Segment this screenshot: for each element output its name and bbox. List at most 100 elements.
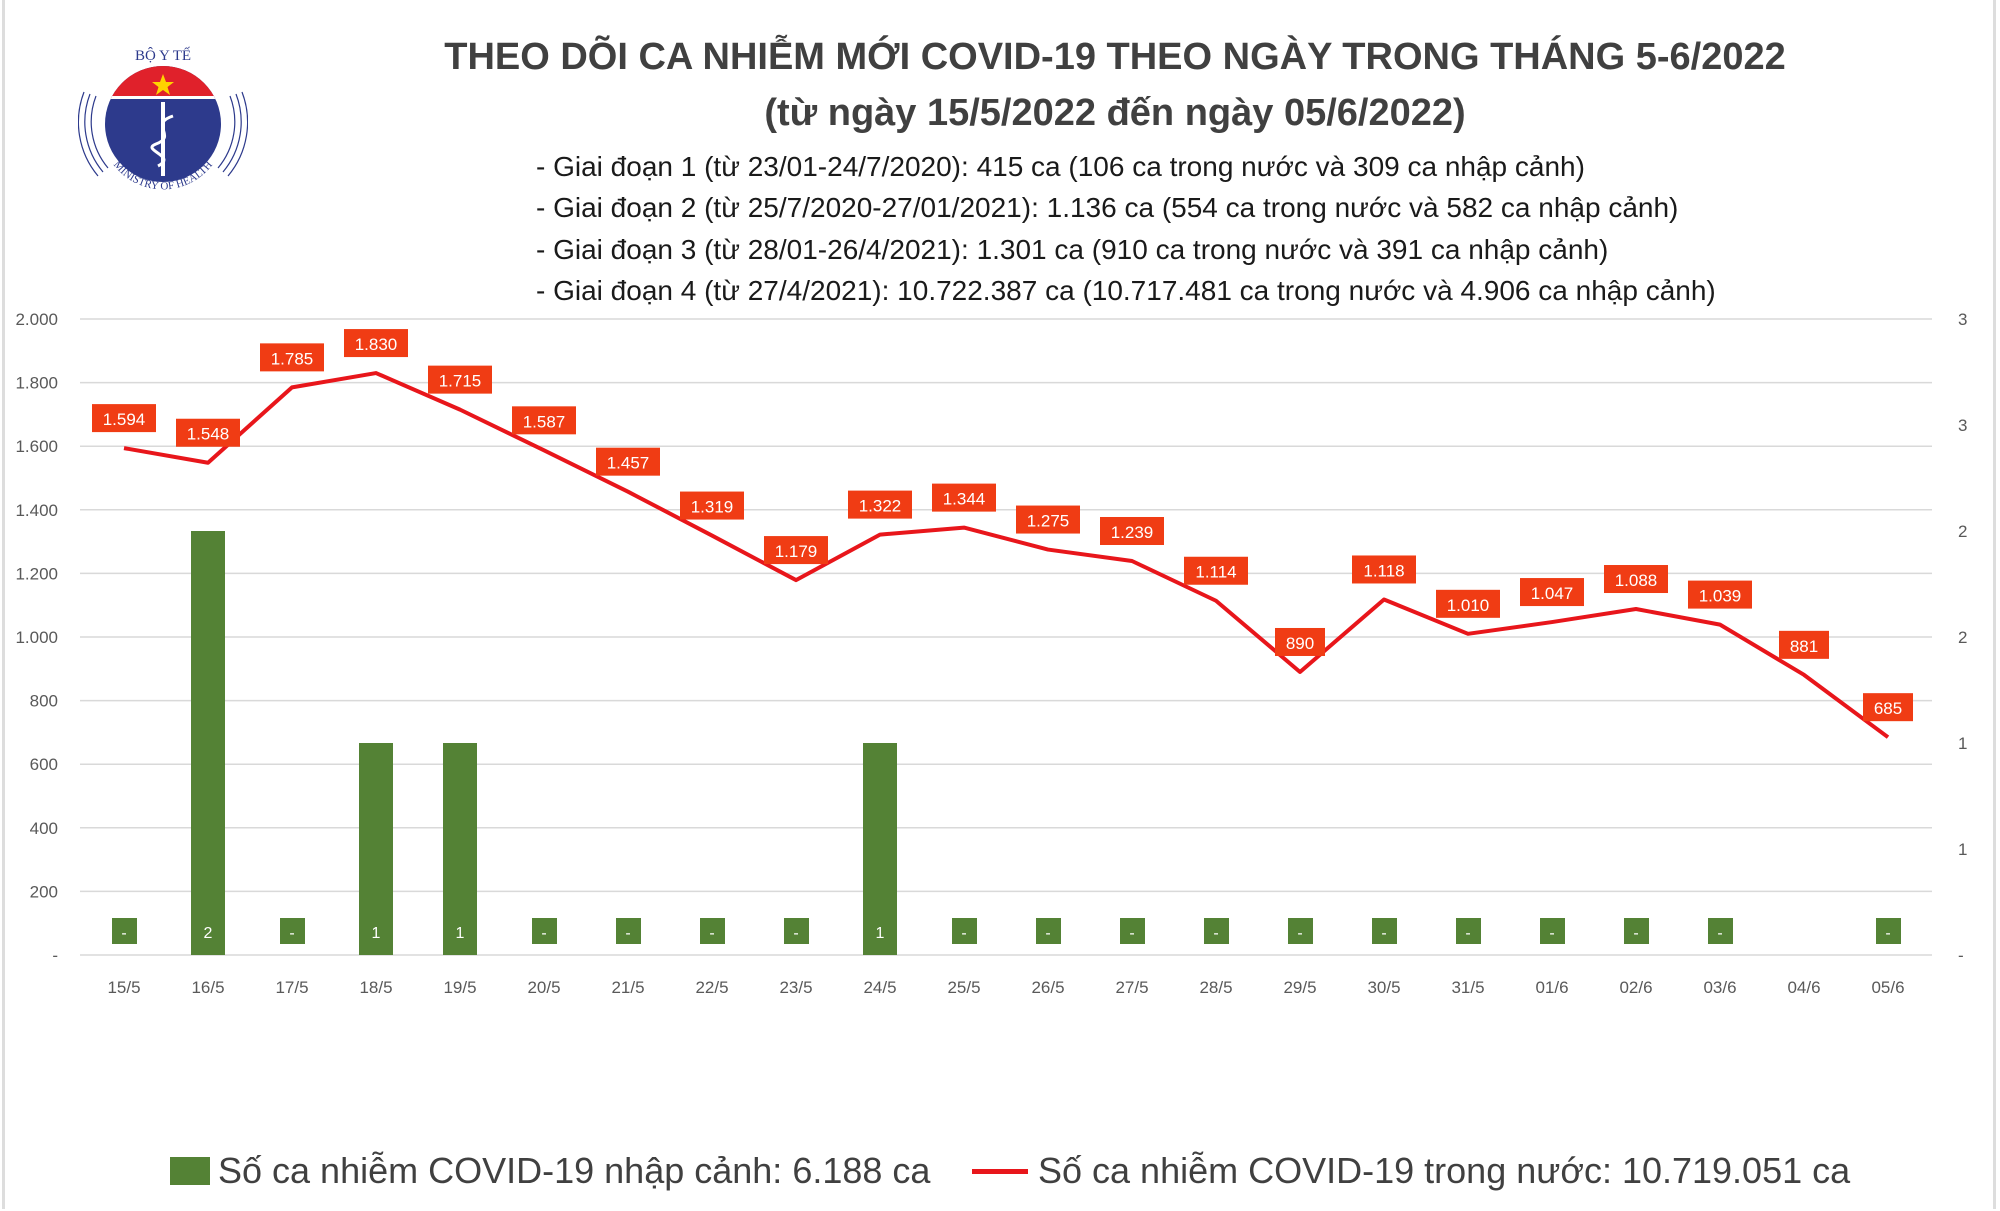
svg-text:BỘ Y TẾ: BỘ Y TẾ [135,47,191,64]
bar-data-label: - [1465,925,1470,942]
y-right-tick-label: 3 [1958,310,1967,329]
x-tick-label: 27/5 [1115,978,1148,997]
x-tick-label: 28/5 [1199,978,1232,997]
y-left-tick-label: 1.800 [15,374,58,393]
x-tick-label: 30/5 [1367,978,1400,997]
bar-label-box [784,918,809,944]
legend-line-swatch [972,1168,1028,1174]
bar-data-label: - [1717,925,1722,942]
y-right-tick-label: 1 [1958,840,1967,859]
bar-label-box [1120,918,1145,944]
bar-label-box [616,918,641,944]
line-label-box [428,365,492,394]
line-data-label: 1.047 [1531,584,1574,603]
y-right-tick-label: 1 [1958,734,1967,753]
y-left-tick-label: 1.200 [15,564,58,583]
x-tick-label: 24/5 [863,978,896,997]
stage-3-summary: - Giai đoạn 3 (từ 28/01-26/4/2021): 1.30… [536,234,1609,265]
line-data-label: 1.587 [523,412,566,431]
line-label-box [1436,589,1500,618]
legend-label-domestic: Số ca nhiễm COVID-19 trong nước: 10.719.… [1038,1150,1851,1191]
bar-label-box [1288,918,1313,944]
line-label-box [1779,630,1829,659]
x-tick-label: 25/5 [947,978,980,997]
line-data-label: 1.344 [943,490,986,509]
bar [359,743,393,955]
y-left-tick-label: - [52,946,58,965]
bar-data-label: 1 [876,925,885,942]
bar-label-box [1540,918,1565,944]
line-label-box [92,404,156,433]
x-tick-label: 22/5 [695,978,728,997]
legend-item-domestic: Số ca nhiễm COVID-19 trong nước: 10.719.… [972,1150,1850,1192]
line-label-box [1863,693,1913,722]
line-data-label: 1.118 [1363,561,1404,580]
chart-title: THEO DÕI CA NHIỄM MỚI COVID-19 THEO NGÀY… [444,36,1786,78]
y-left-tick-label: 200 [30,882,58,901]
y-left-tick-label: 1.000 [15,628,58,647]
y-left-tick-label: 400 [30,819,58,838]
x-tick-label: 20/5 [527,978,560,997]
line-data-label: 1.457 [607,454,650,473]
line-data-label: 1.319 [691,498,734,517]
line-label-box [1352,555,1416,584]
x-tick-label: 29/5 [1283,978,1316,997]
x-tick-label: 17/5 [275,978,308,997]
line-data-label: 890 [1286,634,1314,653]
line-data-label: 685 [1874,699,1902,718]
y-left-tick-label: 1.600 [15,437,58,456]
bar-label-box [280,918,305,944]
line-label-box [1184,556,1248,585]
bar [443,743,477,955]
line-label-box [1275,627,1325,656]
line-label-box [932,483,996,512]
x-tick-label: 15/5 [107,978,140,997]
bar-data-label: - [625,925,630,942]
bar-data-label: - [121,925,126,942]
x-tick-label: 23/5 [779,978,812,997]
stage-1-summary: - Giai đoạn 1 (từ 23/01-24/7/2020): 415 … [536,151,1585,182]
bar-label-box [700,918,725,944]
line-label-box [1016,505,1080,534]
line-data-label: 1.785 [271,349,314,368]
line-label-box [596,447,660,476]
y-left-tick-label: 2.000 [15,310,58,329]
bar-data-label: - [1213,925,1218,942]
x-tick-label: 18/5 [359,978,392,997]
bar-data-label: 2 [204,925,213,942]
legend-label-imported: Số ca nhiễm COVID-19 nhập cảnh: 6.188 ca [218,1150,931,1191]
x-tick-label: 04/6 [1787,978,1820,997]
bar-data-label: 1 [372,925,381,942]
bar [191,531,225,955]
bar-data-label: - [1045,925,1050,942]
y-right-tick-label: 3 [1958,416,1967,435]
line-data-label: 1.548 [187,425,230,444]
bar-label-box [112,918,137,944]
y-right-tick-label: 2 [1958,522,1967,541]
bar-data-label: - [709,925,714,942]
line-data-label: 1.239 [1111,523,1154,542]
line-label-box [680,491,744,520]
bar-data-label: - [1633,925,1638,942]
line-data-label: 1.275 [1027,512,1070,531]
line-data-label: 881 [1790,637,1818,656]
y-left-tick-label: 600 [30,755,58,774]
line-data-label: 1.114 [1195,563,1236,582]
ministry-of-health-logo: BỘ Y TẾ MINISTRY OF HEALTH [78,47,248,192]
bar-data-label: - [961,925,966,942]
line-label-box [848,490,912,519]
stage-2-summary: - Giai đoạn 2 (từ 25/7/2020-27/01/2021):… [536,192,1679,223]
x-tick-label: 31/5 [1451,978,1484,997]
line-label-box [1100,516,1164,545]
x-tick-label: 03/6 [1703,978,1736,997]
line-label-box [1688,580,1752,609]
line-label-box [344,329,408,358]
x-tick-label: 16/5 [191,978,224,997]
bar-label-box [1036,918,1061,944]
y-right-tick-label: - [1958,946,1964,965]
line-data-label: 1.830 [355,335,398,354]
line-data-label: 1.088 [1615,571,1658,590]
stage-4-summary: - Giai đoạn 4 (từ 27/4/2021): 10.722.387… [536,275,1716,306]
bar-label-box [1876,918,1901,944]
